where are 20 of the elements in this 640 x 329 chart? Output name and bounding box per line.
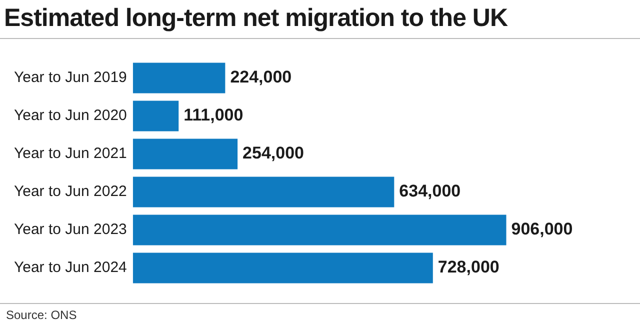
bar xyxy=(132,176,394,208)
chart-title: Estimated long-term net migration to the UK xyxy=(4,4,508,33)
bar xyxy=(132,252,433,284)
data-label: 728,000 xyxy=(438,258,500,277)
bar xyxy=(132,138,238,170)
data-label: 906,000 xyxy=(511,220,573,239)
y-tick-label: Year to Jun 2024 xyxy=(14,259,127,276)
bar xyxy=(132,62,226,94)
bar xyxy=(132,214,506,246)
data-label: 224,000 xyxy=(230,68,292,87)
y-tick-label: Year to Jun 2021 xyxy=(14,145,127,162)
y-tick-label: Year to Jun 2020 xyxy=(14,107,127,124)
data-label: 111,000 xyxy=(184,106,244,125)
source-note: Source: ONS xyxy=(6,308,77,322)
y-tick-label: Year to Jun 2022 xyxy=(14,183,127,200)
data-label: 634,000 xyxy=(399,182,461,201)
data-label: 254,000 xyxy=(242,144,304,163)
bar xyxy=(132,100,179,132)
y-tick-label: Year to Jun 2019 xyxy=(14,69,127,86)
y-tick-label: Year to Jun 2023 xyxy=(14,221,127,238)
